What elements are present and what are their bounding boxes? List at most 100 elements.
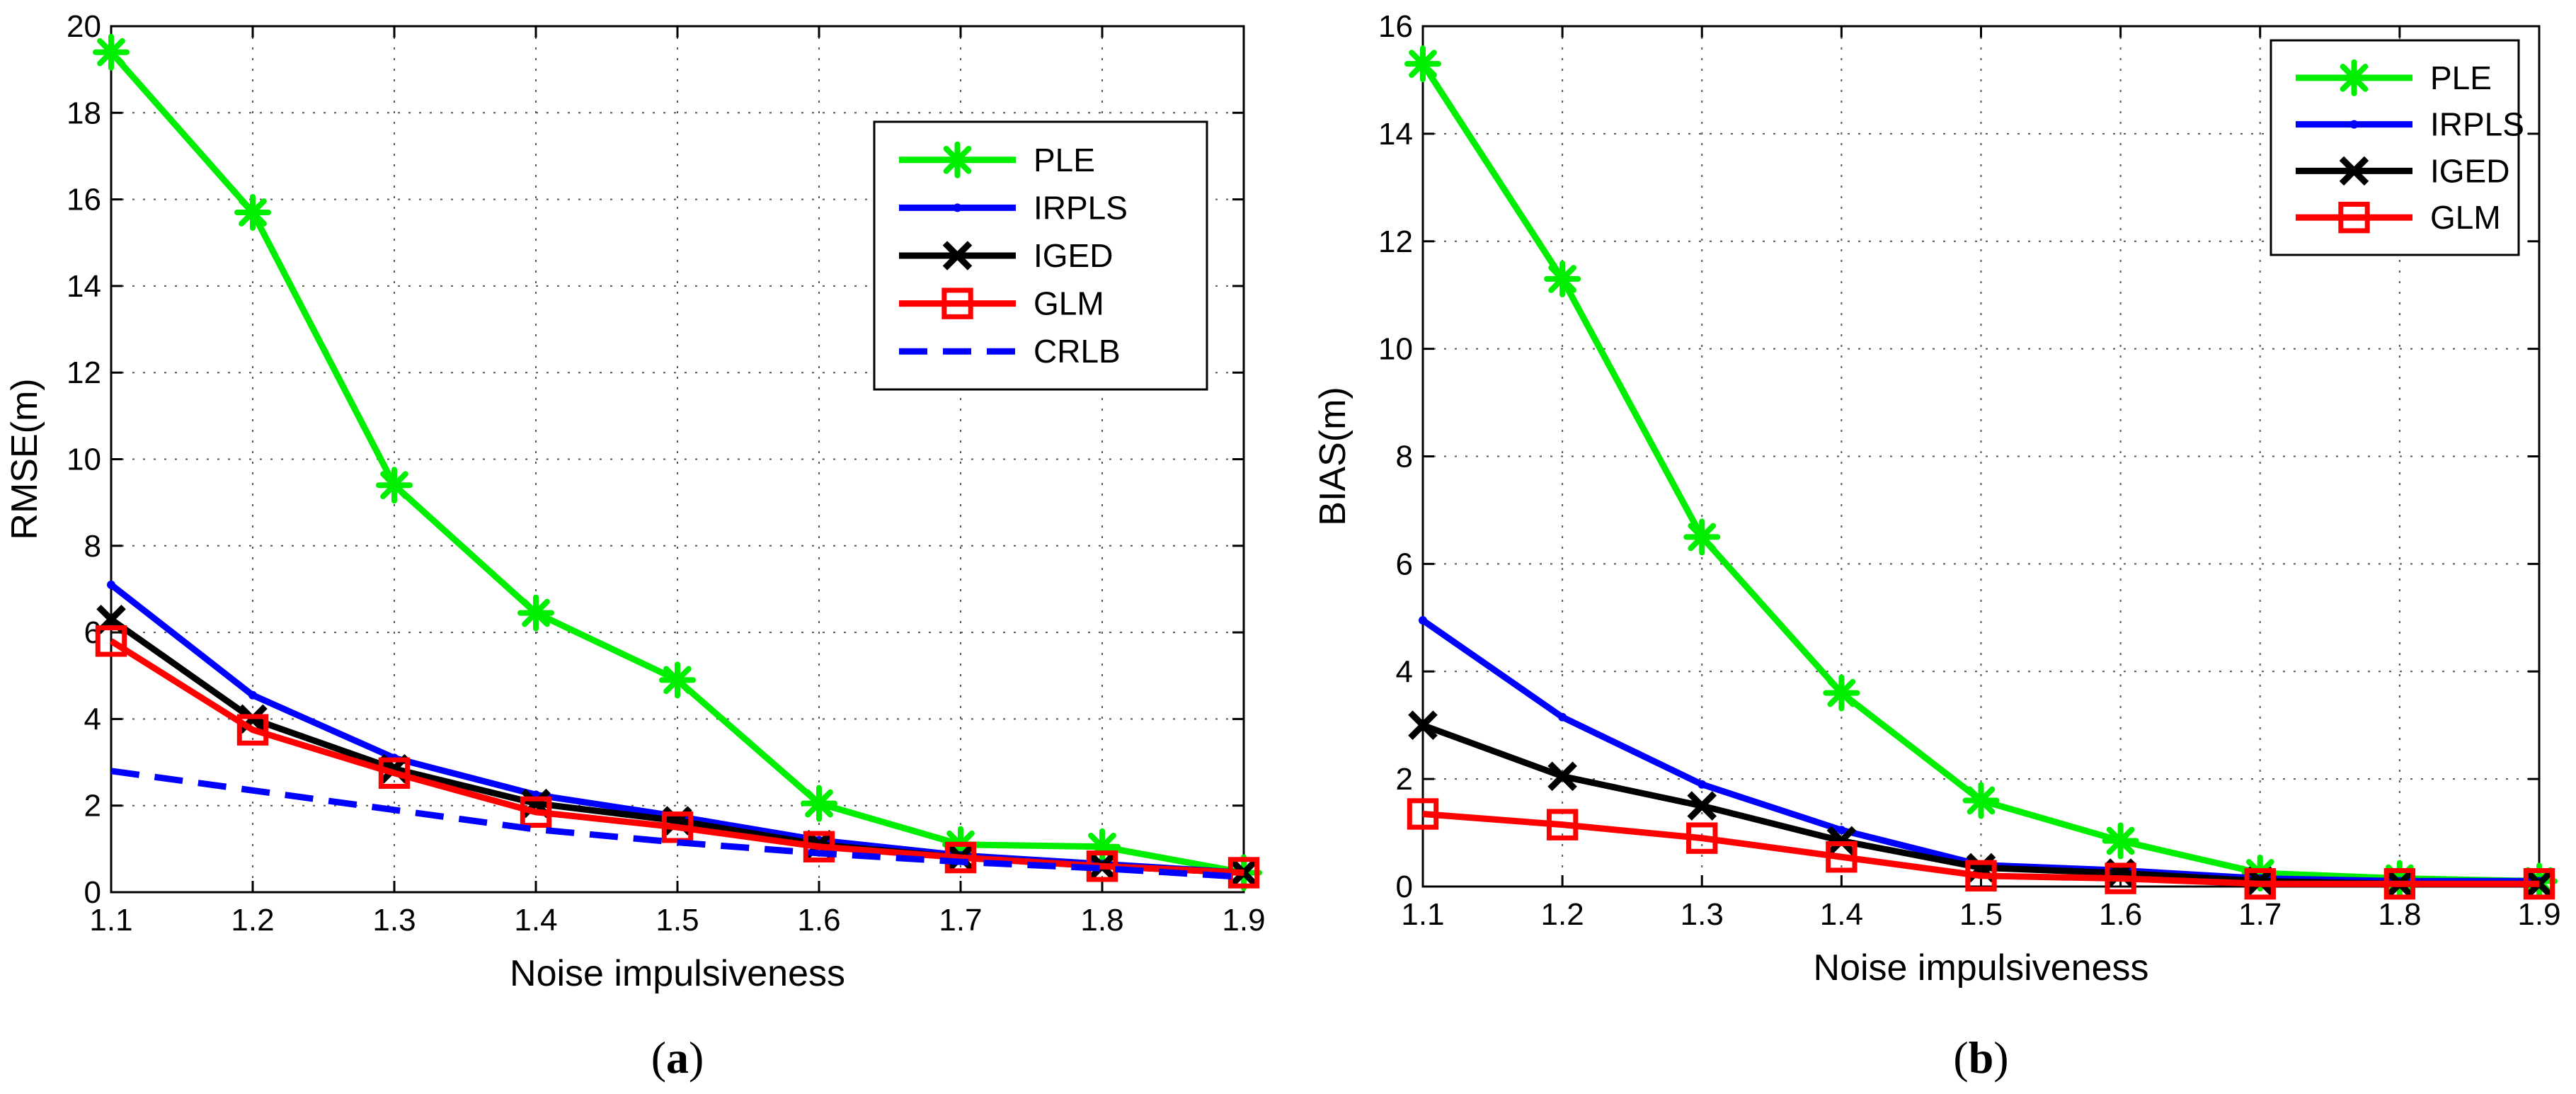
series-crlb: [110, 768, 1244, 881]
data-point-ple-stroke-4: [805, 789, 833, 818]
data-point-ple: [93, 33, 130, 71]
x-tick-label: 1.7: [2238, 897, 2282, 932]
data-point-glm: [1826, 841, 1857, 873]
legend-label-iged: IGED: [2430, 152, 2509, 189]
x-tick-label: 1.6: [797, 903, 840, 938]
series-line: [110, 768, 1244, 881]
x-tick-label: 1.2: [1541, 897, 1584, 932]
data-point-ple-stroke-4: [522, 598, 550, 627]
x-tick-label: 1.9: [1222, 903, 1265, 938]
data-point-ple: [2102, 822, 2139, 860]
x-axis: 1.1 1.2 1.3 1.4 1.5 1.6 1.7 1.8 1.9: [89, 26, 1266, 938]
legend-marker-ple-stroke-4: [2340, 64, 2369, 92]
x-tick-label: 1.7: [939, 903, 982, 938]
y-tick-label: 16: [67, 183, 101, 217]
y-axis: 0 2 4 6 8 10 12 14 16: [1378, 9, 2539, 904]
x-axis-label: Noise impulsiveness: [1814, 947, 2149, 988]
x-tick-label: 1.4: [514, 903, 557, 938]
data-point-ple-stroke-4: [1548, 265, 1576, 293]
y-tick-label: 0: [84, 875, 101, 910]
legend-marker-irpls: [2349, 120, 2359, 129]
y-tick-label: 16: [1378, 9, 1413, 44]
x-tick-label: 1.1: [89, 903, 132, 938]
y-tick-label: 0: [1396, 870, 1413, 904]
legend-marker-irpls: [953, 203, 962, 212]
data-point-ple-stroke-4: [1688, 523, 1717, 552]
chart-panel-0: 1.1 1.2 1.3 1.4 1.5 1.6 1.7 1.8 1.90246810121416…: [4, 9, 1266, 1083]
legend-marker-glm: [941, 287, 973, 319]
panel-label-open: (: [1953, 1032, 1968, 1083]
data-point-ple: [1404, 45, 1441, 83]
x-tick-label: 1.1: [1401, 897, 1444, 932]
x-tick-label: 1.4: [1820, 897, 1863, 932]
legend-marker-glm: [2338, 201, 2370, 234]
data-point-glm: [944, 841, 977, 874]
legend-label-ple: PLE: [2430, 59, 2492, 96]
data-point-glm: [1686, 822, 1718, 854]
data-point-glm: [2523, 868, 2555, 900]
data-point-irpls: [248, 690, 257, 700]
data-point-irpls: [107, 580, 115, 589]
y-tick-label: 18: [67, 96, 101, 130]
panel-label-letter: a: [666, 1032, 689, 1083]
legend-label-irpls: IRPLS: [1034, 189, 1128, 226]
y-tick-label: 2: [84, 789, 101, 824]
y-tick-label: 6: [1396, 547, 1413, 581]
chart-panel-1: 1.1 1.2 1.3 1.4 1.5 1.6 1.7 1.8 1.9 0 2 4 6 8 10 12 14 16…: [1312, 9, 2561, 1083]
x-tick-label: 1.8: [1080, 903, 1123, 938]
y-tick-label: 10: [1378, 332, 1413, 367]
x-axis-label: Noise impulsiveness: [510, 953, 845, 994]
data-point-glm: [236, 714, 269, 746]
data-point-ple: [234, 193, 271, 231]
data-point-glm: [2105, 862, 2136, 894]
legend-marker-iged: [942, 241, 973, 270]
legend-label-ple: PLE: [1034, 142, 1095, 178]
y-tick-label: 12: [1378, 224, 1413, 259]
data-point-glm: [378, 757, 411, 790]
data-point-ple-stroke-4: [1967, 786, 1996, 815]
data-point-iged: [1826, 826, 1857, 856]
data-point-ple: [1823, 674, 1860, 712]
y-tick-label: 14: [67, 269, 101, 304]
y-tick-label: 20: [67, 9, 101, 44]
panel-label-close: ): [1993, 1032, 2008, 1083]
x-tick-label: 1.5: [1959, 897, 2003, 932]
data-point-ple-stroke-4: [239, 198, 267, 227]
y-tick-label: 10: [67, 443, 101, 477]
legend: PLE IRPLS IGED GLM CRLB: [873, 120, 1208, 391]
legend: PLE IRPLS IGED GLM: [2269, 39, 2524, 256]
data-point-ple: [801, 785, 837, 822]
data-point-iged-stroke-2: [1408, 710, 1438, 740]
legend-marker-iged: [2339, 156, 2369, 186]
data-point-ple-stroke-4: [1409, 50, 1437, 78]
x-axis: 1.1 1.2 1.3 1.4 1.5 1.6 1.7 1.8 1.9: [1401, 26, 2561, 932]
data-point-iged-stroke-2: [1547, 761, 1577, 792]
data-point-glm: [2383, 868, 2416, 900]
panel-label-letter: b: [1969, 1032, 1994, 1083]
legend-marker-ple: [2335, 59, 2373, 96]
x-tick-label: 1.5: [656, 903, 699, 938]
legend-label-iged: IGED: [1034, 237, 1113, 274]
data-point-glm: [2244, 868, 2276, 900]
x-tick-label: 1.3: [1681, 897, 1724, 932]
legend-label-crlb: CRLB: [1034, 333, 1121, 370]
data-point-ple-stroke-4: [1827, 678, 1856, 707]
data-point-glm: [1407, 798, 1439, 830]
data-point-glm: [95, 625, 127, 657]
legend-label-glm: GLM: [2430, 199, 2501, 236]
legend-marker-iged-stroke-2: [2339, 156, 2369, 186]
data-point-ple-stroke-4: [97, 38, 125, 67]
data-point-ple-stroke-4: [663, 666, 692, 695]
data-point-ple: [659, 661, 696, 699]
data-point-ple-stroke-4: [380, 471, 408, 500]
panel-label: (b): [1953, 1032, 2008, 1083]
data-point-irpls: [1419, 616, 1427, 625]
data-point-iged: [1408, 710, 1438, 740]
y-tick-label: 4: [84, 702, 101, 736]
x-tick-label: 1.3: [372, 903, 416, 938]
data-point-ple-stroke-4: [2106, 826, 2135, 855]
x-tick-label: 1.6: [2099, 897, 2142, 932]
data-point-iged-stroke-2: [1687, 791, 1717, 821]
